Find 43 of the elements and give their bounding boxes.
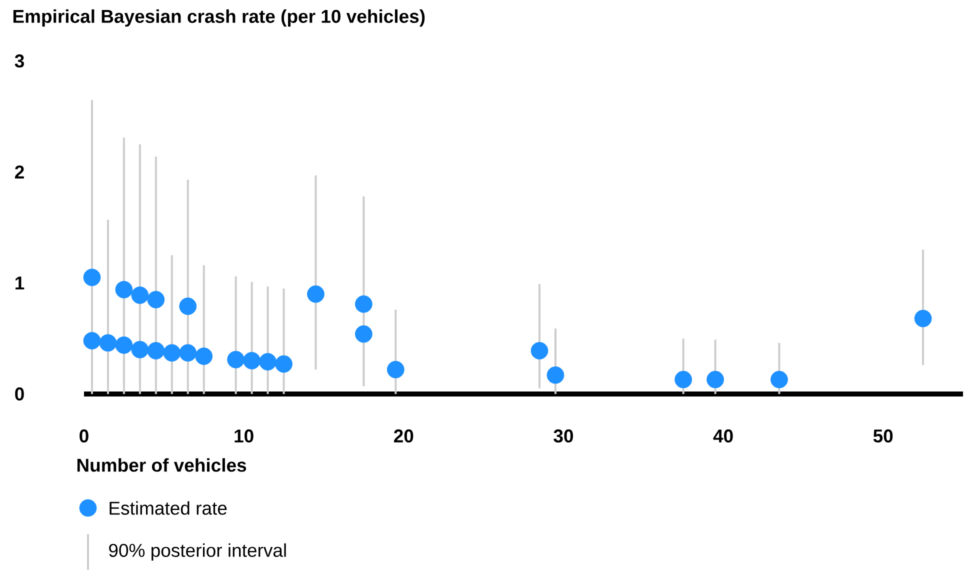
y-tick-label: 0 <box>15 387 24 401</box>
point <box>227 350 245 368</box>
point <box>914 310 932 328</box>
x-tick-label: 50 <box>873 429 893 443</box>
bar <box>106 220 109 394</box>
point <box>163 344 181 362</box>
point <box>530 342 548 360</box>
y-tick-label: 2 <box>15 166 24 178</box>
point <box>770 370 788 388</box>
x-tick-label: 20 <box>394 429 414 443</box>
point <box>99 334 117 352</box>
x-axis-title: Number of vehicles <box>77 458 246 472</box>
legend-label: 90% posterior interval <box>109 543 286 561</box>
point <box>115 280 133 298</box>
point <box>131 340 149 358</box>
point <box>275 355 292 373</box>
point <box>147 290 165 308</box>
point <box>83 268 101 286</box>
point <box>354 295 372 313</box>
point <box>195 348 213 365</box>
point <box>706 370 724 388</box>
point <box>179 344 197 362</box>
point <box>115 336 133 354</box>
point <box>179 298 197 315</box>
x-tick-label: 40 <box>713 429 733 443</box>
point <box>354 325 372 343</box>
point <box>147 342 165 360</box>
point <box>674 370 692 388</box>
point <box>546 366 564 384</box>
y-tick-label: 3 <box>14 54 24 68</box>
point <box>259 353 276 370</box>
bar <box>314 175 317 370</box>
x-tick-label: 0 <box>80 429 88 443</box>
point <box>83 332 101 350</box>
y-tick-label: 1 <box>16 276 24 290</box>
point <box>307 285 324 303</box>
point <box>243 352 261 370</box>
y-axis-title: Empirical Bayesian crash rate (per 10 vehicles) <box>13 9 425 27</box>
x-tick-label: 10 <box>234 429 254 443</box>
point <box>386 360 404 378</box>
x-tick-label: 30 <box>554 429 573 443</box>
legend-label: Estimated rate <box>110 501 227 515</box>
point <box>131 286 149 304</box>
